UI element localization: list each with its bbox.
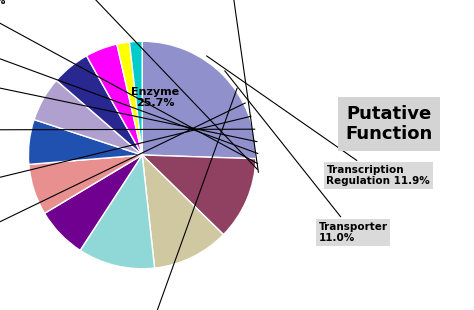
- Text: Structural 11.0%: Structural 11.0%: [98, 88, 237, 310]
- Wedge shape: [34, 80, 142, 155]
- Wedge shape: [28, 120, 142, 164]
- Text: Unknown 6.4%: Unknown 6.4%: [0, 68, 257, 142]
- Wedge shape: [80, 155, 155, 269]
- Text: Transporter
11.0%: Transporter 11.0%: [225, 71, 388, 243]
- Text: Scaffold 5.5%: Scaffold 5.5%: [0, 31, 258, 153]
- Text: Putative
Function: Putative Function: [345, 104, 432, 144]
- Wedge shape: [129, 41, 142, 155]
- Text: Motor 1.8%: Motor 1.8%: [197, 0, 264, 172]
- Wedge shape: [29, 155, 142, 213]
- Wedge shape: [45, 155, 142, 250]
- Wedge shape: [142, 155, 223, 268]
- Wedge shape: [86, 44, 142, 155]
- Text: Enzyme
25.7%: Enzyme 25.7%: [131, 86, 180, 108]
- Wedge shape: [142, 155, 256, 235]
- Text: Peptidase 4.6%: Peptidase 4.6%: [0, 0, 258, 164]
- Wedge shape: [142, 41, 256, 159]
- Text: Transcription
Regulation 11.9%: Transcription Regulation 11.9%: [207, 56, 430, 186]
- Text: Chaperones 7.3%: Chaperones 7.3%: [0, 103, 246, 268]
- Text: Ribosomal/RNA
binding 6.4%: Ribosomal/RNA binding 6.4%: [0, 119, 255, 141]
- Text: Hormone 1.8%: Hormone 1.8%: [31, 0, 257, 170]
- Wedge shape: [56, 56, 142, 155]
- Wedge shape: [117, 42, 142, 155]
- Text: Kinase/Phosphatase
7.3%: Kinase/Phosphatase 7.3%: [0, 116, 251, 214]
